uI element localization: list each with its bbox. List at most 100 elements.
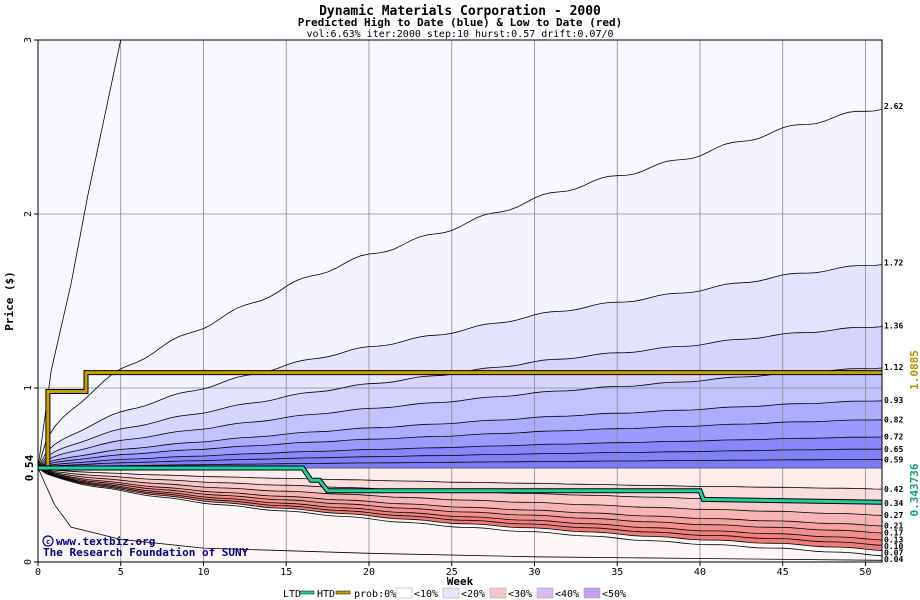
- y-tick-label-1: 1: [23, 385, 34, 391]
- end-label-0.82: 0.82: [884, 415, 903, 424]
- low-band-7: [38, 468, 882, 551]
- x-tick-label-25: 25: [446, 567, 458, 578]
- x-tick-label-15: 15: [280, 567, 292, 578]
- y-axis-label: Price ($): [3, 271, 16, 331]
- high-quantile-line-0.72: [37, 436, 883, 469]
- start-price-label: 0.54: [23, 454, 36, 481]
- copyright-icon: c: [42, 535, 54, 547]
- low-band-1: [38, 468, 882, 504]
- y-tick-label-3: 3: [23, 37, 34, 43]
- high-quantile-line-0.93: [37, 400, 883, 469]
- legend-ltd-swatch: [299, 590, 315, 595]
- high-band-4: [38, 400, 882, 468]
- x-tick-label-20: 20: [363, 567, 375, 578]
- extreme-low-line: [37, 467, 883, 561]
- end-label-0.93: 0.93: [884, 396, 903, 405]
- htd-end-value: 1.0885: [908, 350, 920, 390]
- x-axis-ticks: 0 5 10 15 20 25 30 35 40 45 50: [35, 562, 871, 578]
- x-tick-label-5: 5: [118, 567, 124, 578]
- x-tick-label-40: 40: [694, 567, 706, 578]
- high-quantile-line-0.59: [37, 459, 883, 469]
- high-band-5: [38, 419, 882, 468]
- low-quantile-line-0.07: [37, 467, 883, 551]
- legend-ltd-label: LTD: [283, 589, 301, 600]
- end-label-2.62: 2.62: [884, 102, 903, 111]
- legend-prob-swatch: [395, 587, 413, 599]
- chart-parameters: vol:6.63% iter:2000 step:10 hurst:0.57 d…: [306, 29, 613, 40]
- high-band-3: [38, 368, 882, 468]
- end-label-0.27: 0.27: [884, 511, 903, 520]
- x-tick-label-45: 45: [777, 567, 789, 578]
- end-label-0.10: 0.10: [884, 542, 903, 551]
- high-quantile-line-2.62: [37, 109, 883, 469]
- high-band-7: [38, 449, 882, 468]
- high-band-2: [38, 326, 882, 468]
- end-label-0.59: 0.59: [884, 455, 903, 464]
- legend-10-swatch: [442, 587, 460, 599]
- high-quantile-line-1.12: [37, 367, 883, 469]
- end-label-0.21: 0.21: [884, 521, 903, 530]
- plot-frame: [37, 39, 883, 563]
- legend-30-swatch: [536, 587, 554, 599]
- legend-30-label: <30%: [508, 589, 532, 600]
- credit-site: www.textbiz.org: [56, 535, 155, 548]
- end-label-1.72: 1.72: [884, 259, 903, 268]
- legend-50-label: <50%: [602, 589, 626, 600]
- extreme-high-line: [37, 39, 122, 469]
- low-band-0: [38, 468, 882, 490]
- low-quantile-line-0.04: [37, 467, 883, 557]
- y-tick-label-2: 2: [23, 211, 34, 217]
- legend-40-swatch: [583, 587, 601, 599]
- low-band-3: [38, 468, 882, 526]
- high-quantile-line-1.72: [37, 264, 883, 469]
- x-axis-label: Week: [447, 575, 474, 588]
- legend: LTD HTD prob:0% <10% <20% <30% <40% <50%: [283, 587, 626, 600]
- high-band-6: [38, 437, 882, 468]
- ltd-line: [38, 466, 883, 504]
- ltd-end-value: 0.343736: [908, 463, 920, 516]
- low-quantile-line-0.10: [37, 467, 883, 546]
- end-label-0.17: 0.17: [884, 528, 903, 537]
- end-label-0.07: 0.07: [884, 548, 903, 557]
- end-label-0.72: 0.72: [884, 433, 903, 442]
- x-tick-label-10: 10: [197, 567, 209, 578]
- legend-10-label: <10%: [414, 589, 438, 600]
- x-tick-label-35: 35: [611, 567, 623, 578]
- high-quantile-line-0.82: [37, 419, 883, 469]
- low-band-8: [38, 468, 882, 556]
- low-band-6: [38, 468, 882, 546]
- low-quantile-line-0.27: [37, 467, 883, 516]
- end-label-0.34: 0.34: [884, 499, 903, 508]
- end-label-0.04: 0.04: [884, 555, 903, 564]
- low-quantile-line-0.13: [37, 467, 883, 541]
- legend-20-label: <20%: [461, 589, 485, 600]
- legend-20-swatch: [489, 587, 507, 599]
- grid-lines: [38, 40, 882, 562]
- end-label-0.13: 0.13: [884, 535, 903, 544]
- x-tick-label-50: 50: [859, 567, 871, 578]
- high-quantile-line-0.65: [37, 448, 883, 469]
- end-label-1.36: 1.36: [884, 321, 903, 330]
- credit-organization: The Research Foundation of SUNY: [43, 546, 249, 559]
- svg-text:c: c: [46, 538, 50, 546]
- chart-title: Dynamic Materials Corporation - 2000: [319, 4, 601, 19]
- legend-prob-label: prob:0%: [354, 589, 396, 600]
- x-tick-label-0: 0: [35, 567, 41, 578]
- end-label-1.12: 1.12: [884, 363, 903, 372]
- legend-htd-swatch: [335, 590, 351, 595]
- high-band-1: [38, 264, 882, 468]
- quantile-end-labels: 2.62 1.72 1.36 1.12 0.93 0.82 0.72 0.650.59 0.42…: [884, 102, 903, 564]
- low-quantile-line-0.17: [37, 467, 883, 534]
- y-tick-label-0: 0: [23, 559, 34, 565]
- low-quantile-line-0.21: [37, 467, 883, 527]
- legend-htd-label: HTD: [317, 589, 335, 600]
- high-band-0: [38, 109, 882, 469]
- low-band-5: [38, 468, 882, 540]
- legend-40-label: <40%: [555, 589, 579, 600]
- end-label-0.65: 0.65: [884, 445, 903, 454]
- chart-subtitle: Predicted High to Date (blue) & Low to D…: [298, 16, 623, 29]
- low-quantile-line-0.42: [37, 467, 883, 490]
- low-band-tail: [38, 468, 882, 562]
- end-label-0.42: 0.42: [884, 485, 903, 494]
